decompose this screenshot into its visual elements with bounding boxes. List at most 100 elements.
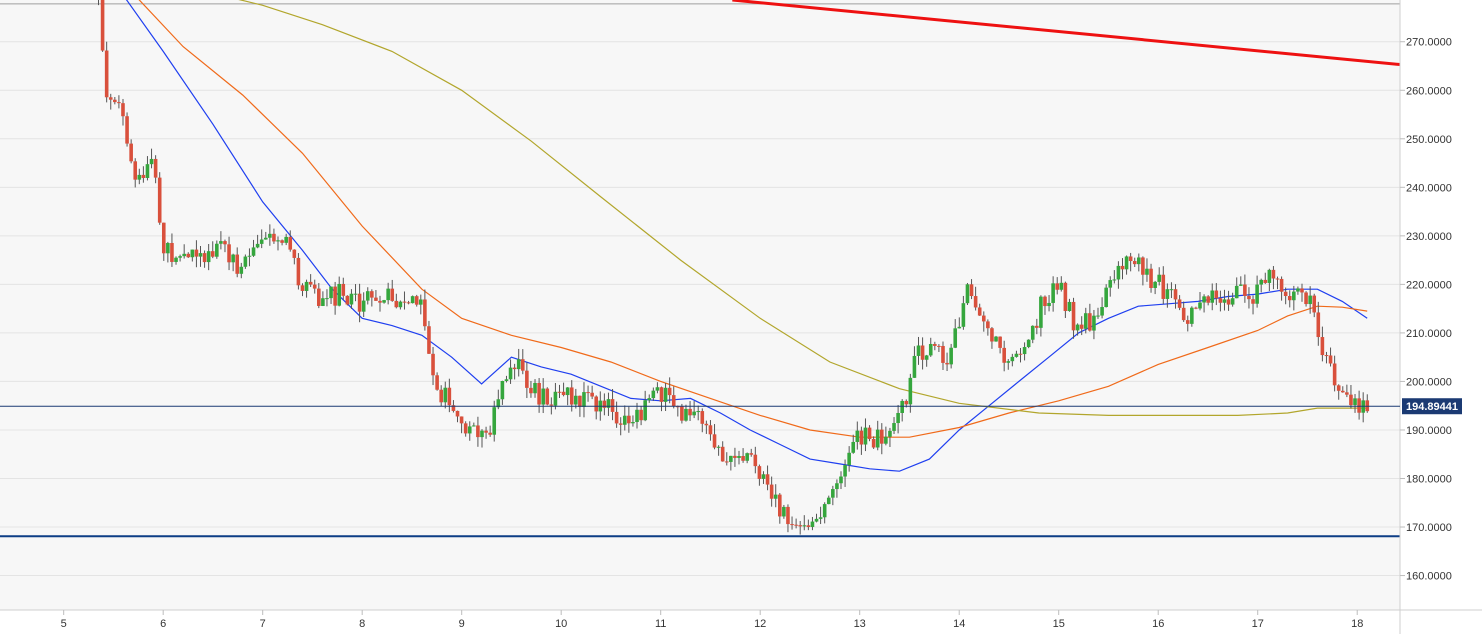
candle-body-up: [1222, 299, 1227, 303]
candle-body-down: [455, 410, 460, 417]
candle-body-down: [945, 362, 949, 365]
candle-body-up: [508, 367, 513, 380]
candle-body-up: [1169, 289, 1174, 291]
candle-body-down: [973, 296, 978, 308]
candle-body-down: [639, 409, 643, 421]
candle-body-down: [1055, 283, 1060, 290]
x-tick-label: 13: [854, 618, 866, 630]
candle-body-down: [765, 474, 770, 485]
candle-body-up: [651, 390, 656, 399]
x-tick-label: 16: [1152, 618, 1164, 630]
candle-body-down: [561, 391, 566, 396]
candle-body-up: [737, 456, 741, 458]
candle-body-up: [745, 453, 749, 461]
candle-body-down: [1324, 355, 1329, 357]
candle-body-down: [296, 257, 301, 286]
candle-body-up: [1116, 265, 1121, 280]
candle-body-down: [170, 242, 174, 262]
time-axis: 5 6 7 8 9 10 11 12 13 14 15 16 17 18: [61, 610, 1363, 630]
candle-body-down: [121, 103, 125, 117]
candle-body-up: [916, 345, 921, 356]
candle-body-up: [206, 251, 211, 263]
candle-body-down: [859, 430, 864, 445]
candle-body-down: [986, 321, 990, 329]
candle-body-down: [1349, 394, 1353, 406]
x-tick-label: 18: [1351, 618, 1363, 630]
candle-body-up: [855, 430, 860, 442]
candle-body-down: [794, 524, 798, 526]
candle-body-down: [141, 174, 146, 178]
candle-body-down: [1300, 288, 1304, 293]
candle-body-down: [871, 439, 876, 448]
candle-body-down: [549, 404, 554, 406]
candle-body-down: [941, 345, 945, 363]
horizontal-levels: [0, 3, 1400, 538]
candle-body-down: [512, 367, 517, 370]
x-tick-label: 6: [160, 618, 166, 630]
candle-body-up: [174, 257, 178, 262]
candle-body-up: [1153, 281, 1157, 288]
y-tick-label: 260.0000: [1406, 85, 1452, 97]
candle-body-down: [288, 236, 293, 250]
candle-body-down: [414, 296, 419, 305]
candle-body-down: [317, 288, 321, 306]
candle-body-down: [933, 343, 937, 346]
current-price-label: 194.89441: [1406, 401, 1458, 413]
candle-body-down: [153, 158, 158, 178]
candle-body-up: [1112, 279, 1117, 281]
candle-body-down: [129, 143, 133, 162]
candle-body-down: [990, 328, 994, 342]
candle-body-up: [231, 254, 235, 263]
candle-body-down: [1332, 363, 1337, 386]
candle-body-up: [533, 382, 537, 394]
y-tick-label: 190.0000: [1406, 425, 1452, 437]
y-tick-label: 210.0000: [1406, 328, 1452, 340]
candle-body-up: [565, 387, 570, 396]
candle-body-up: [1234, 285, 1239, 299]
candle-body-down: [741, 456, 745, 461]
candle-body-down: [223, 241, 227, 245]
candle-body-down: [1340, 390, 1345, 393]
candle-body-up: [1083, 313, 1088, 329]
candle-body-down: [659, 387, 664, 402]
current-price-box: [1402, 398, 1462, 415]
candle-body-down: [557, 391, 562, 393]
y-tick-label: 240.0000: [1406, 182, 1452, 194]
candle-body-up: [410, 296, 415, 304]
candle-body-up: [655, 387, 660, 391]
candle-body-up: [1026, 339, 1031, 348]
candle-body-up: [928, 343, 933, 356]
candle-body-down: [1271, 269, 1276, 279]
candle-body-down: [1043, 296, 1047, 307]
candle-body-down: [1002, 347, 1006, 363]
candle-body-up: [329, 286, 333, 299]
candle-body-down: [1275, 278, 1280, 280]
candle-body-down: [402, 301, 407, 303]
candle-body-down: [1283, 291, 1288, 297]
candle-body-down: [798, 525, 802, 527]
candle-body-up: [553, 391, 558, 406]
candle-body-down: [969, 284, 974, 297]
candle-body-down: [292, 249, 297, 258]
candle-body-down: [390, 288, 395, 301]
candle-body-up: [631, 421, 635, 424]
candle-body-up: [1238, 284, 1243, 286]
candle-body-up: [924, 355, 929, 360]
candle-body-up: [826, 497, 831, 505]
candle-body-up: [243, 256, 248, 267]
candle-body-down: [778, 494, 782, 517]
candle-body-down: [1181, 307, 1186, 321]
candle-body-up: [1059, 282, 1064, 290]
candle-body-down: [1328, 355, 1333, 364]
candle-body-up: [443, 387, 448, 403]
candle-body-down: [757, 466, 762, 479]
x-tick-label: 10: [555, 618, 567, 630]
candle-body-up: [516, 359, 521, 370]
candle-body-up: [912, 355, 917, 378]
candle-body-down: [1141, 257, 1145, 275]
trendline: [732, 0, 1401, 67]
candle-body-down: [614, 411, 619, 424]
candle-body-down: [786, 506, 790, 525]
candle-body-down: [1214, 290, 1219, 299]
